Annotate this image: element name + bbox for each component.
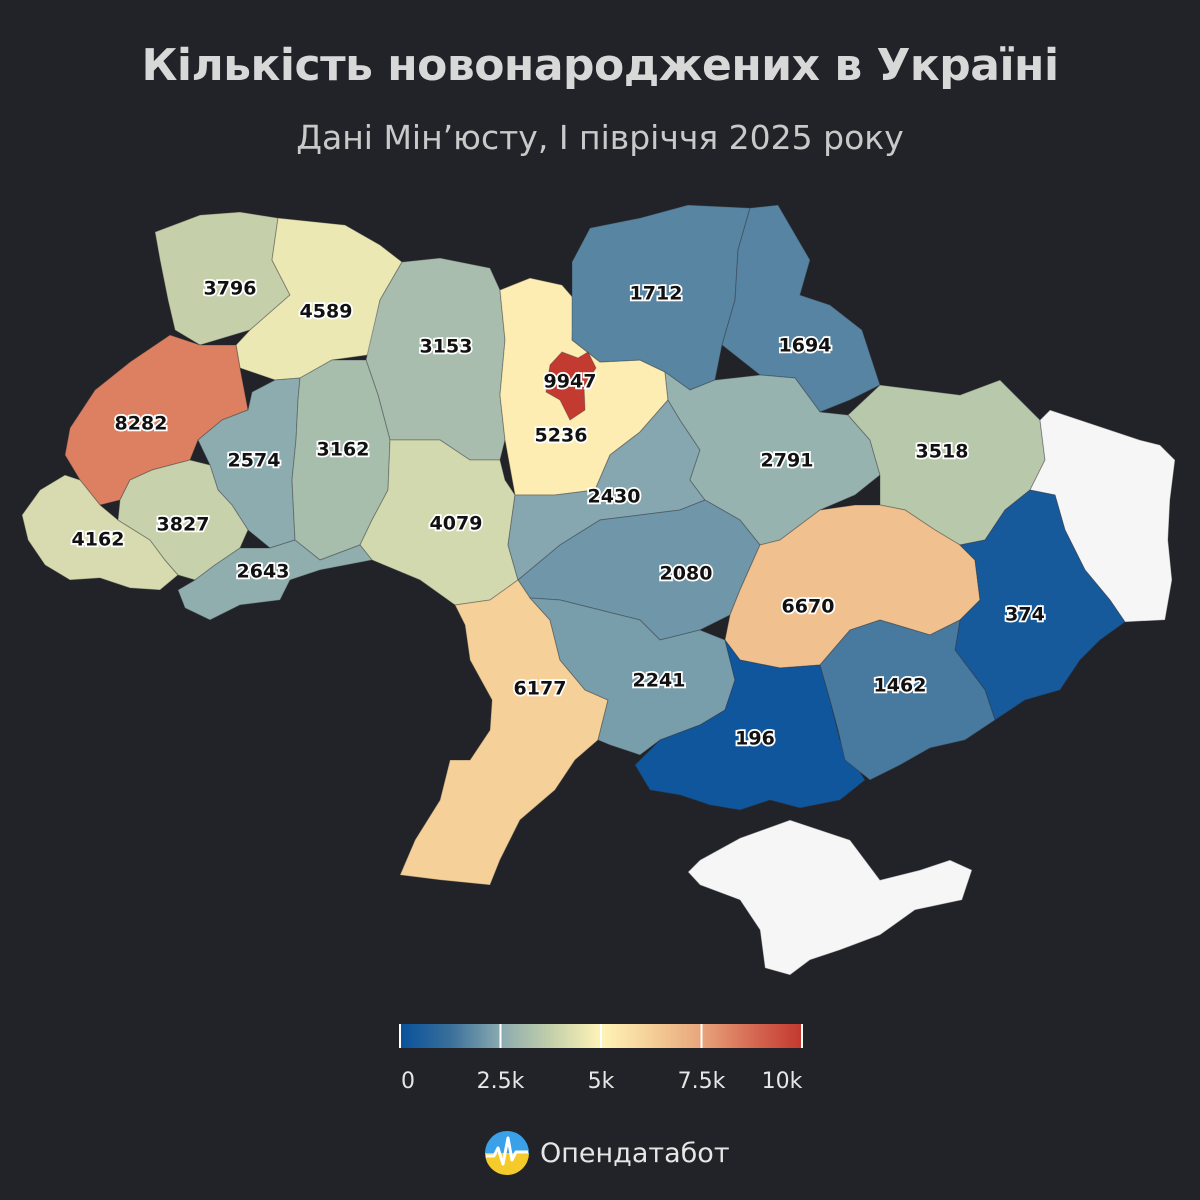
legend-tick-label: 5k	[588, 1069, 615, 1094]
value-label-volyn: 3796	[204, 278, 257, 300]
opendatabot-logo-icon	[485, 1131, 529, 1175]
region-donetsk[interactable]	[954, 489, 1126, 721]
region-sumy[interactable]	[721, 204, 881, 413]
labels-layer: 3796 4589 3153 5236 9947 1712 1694 8282 2574 3162…	[70, 276, 1047, 752]
map-title: Кількість новонароджених в Україні	[141, 40, 1059, 91]
legend-tick-label: 0	[401, 1069, 415, 1094]
brand: Опендатабот	[484, 1130, 730, 1176]
value-label-kherson: 196	[735, 728, 775, 750]
value-label-chernihiv: 1712	[630, 283, 683, 305]
map-subtitle: Дані Мін’юсту, І півріччя 2025 року	[296, 118, 904, 157]
region-kyiv-city[interactable]	[545, 351, 597, 421]
value-label-dnipropetrovsk: 6670	[782, 596, 835, 618]
value-label-lviv: 8282	[115, 413, 168, 435]
legend-tick-label: 2.5k	[477, 1069, 525, 1094]
value-label-kyiv-oblast: 5236	[535, 425, 588, 447]
value-label-sumy: 1694	[779, 335, 832, 357]
value-label-rivne: 4589	[300, 301, 353, 323]
value-label-vinnytsia: 4079	[430, 513, 483, 535]
value-label-zhytomyr: 3153	[420, 336, 473, 358]
value-label-cherkasy: 2430	[588, 486, 641, 508]
region-ivano-frankivsk[interactable]	[117, 459, 249, 581]
legend-tick-label: 10k	[762, 1069, 803, 1094]
value-label-mykolaiv: 2241	[633, 670, 686, 692]
value-label-khmelnytskyi: 3162	[317, 439, 370, 461]
value-label-donetsk: 374	[1005, 604, 1045, 626]
value-label-kirovohrad: 2080	[660, 563, 713, 585]
legend-ticks: 0 2.5k 5k 7.5k 10k	[399, 1024, 803, 1094]
value-label-chernivtsi: 2643	[237, 561, 290, 583]
region-poltava[interactable]	[664, 370, 881, 546]
value-label-ivano-frankivsk: 3827	[157, 514, 210, 536]
regions-layer	[21, 204, 1176, 976]
value-label-poltava: 2791	[761, 450, 814, 472]
legend-tick-label: 7.5k	[678, 1069, 726, 1094]
value-label-zaporizhzhia: 1462	[874, 675, 927, 697]
value-label-odesa: 6177	[514, 678, 567, 700]
brand-name: Опендатабот	[540, 1137, 730, 1169]
value-label-kyiv-city: 9947	[544, 371, 597, 393]
region-zaporizhzhia[interactable]	[819, 619, 996, 781]
region-crimea[interactable]	[687, 819, 973, 976]
value-label-kharkiv: 3518	[916, 441, 969, 463]
value-label-zakarpattia: 4162	[72, 529, 125, 551]
color-legend: 0 2.5k 5k 7.5k 10k	[399, 1024, 803, 1094]
region-chernivtsi[interactable]	[177, 539, 373, 621]
value-label-ternopil: 2574	[228, 450, 281, 472]
